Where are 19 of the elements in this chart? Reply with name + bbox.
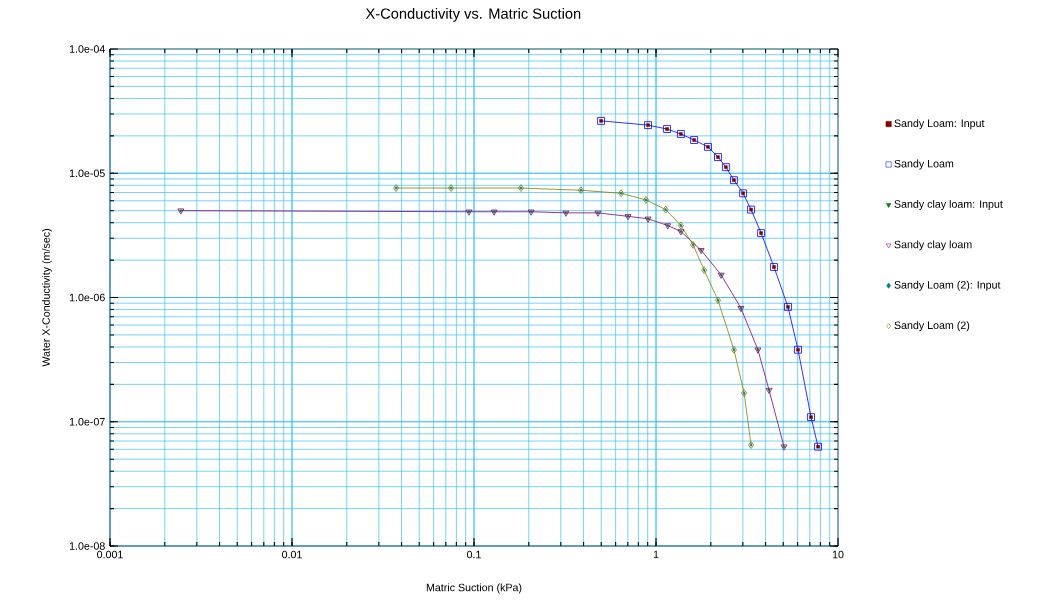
y-tick-label: 1.0e-05 <box>69 169 105 178</box>
legend-label: Sandy Loam: Input <box>894 119 985 130</box>
legend-label: Sandy clay loam: Input <box>894 200 1003 210</box>
legend-label: Sandy clay loam <box>894 240 972 251</box>
x-tick-label: 1 <box>653 550 659 559</box>
x-tick-label: 0.1 <box>467 550 481 559</box>
y-tick-label: 1.0e-06 <box>69 293 105 302</box>
legend-label: Sandy Loam (2) <box>894 321 970 332</box>
x-tick-label: 0.001 <box>97 550 123 559</box>
y-tick-label: 1.0e-07 <box>69 417 105 426</box>
x-axis-title: Matric Suction (kPa) <box>426 583 522 594</box>
legend-label: Sandy Loam <box>894 159 954 170</box>
y-axis-title: Water X-Conductivity (m/sec) <box>42 229 52 367</box>
y-tick-label: 1.0e-08 <box>69 542 105 550</box>
chart-title: X-Conductivity vs. Matric Suction <box>365 8 581 22</box>
x-tick-label: 10 <box>832 550 844 559</box>
x-tick-label: 0.01 <box>282 550 302 559</box>
y-tick-label: 1.0e-04 <box>69 45 105 53</box>
legend-label: Sandy Loam (2): Input <box>894 280 1001 291</box>
